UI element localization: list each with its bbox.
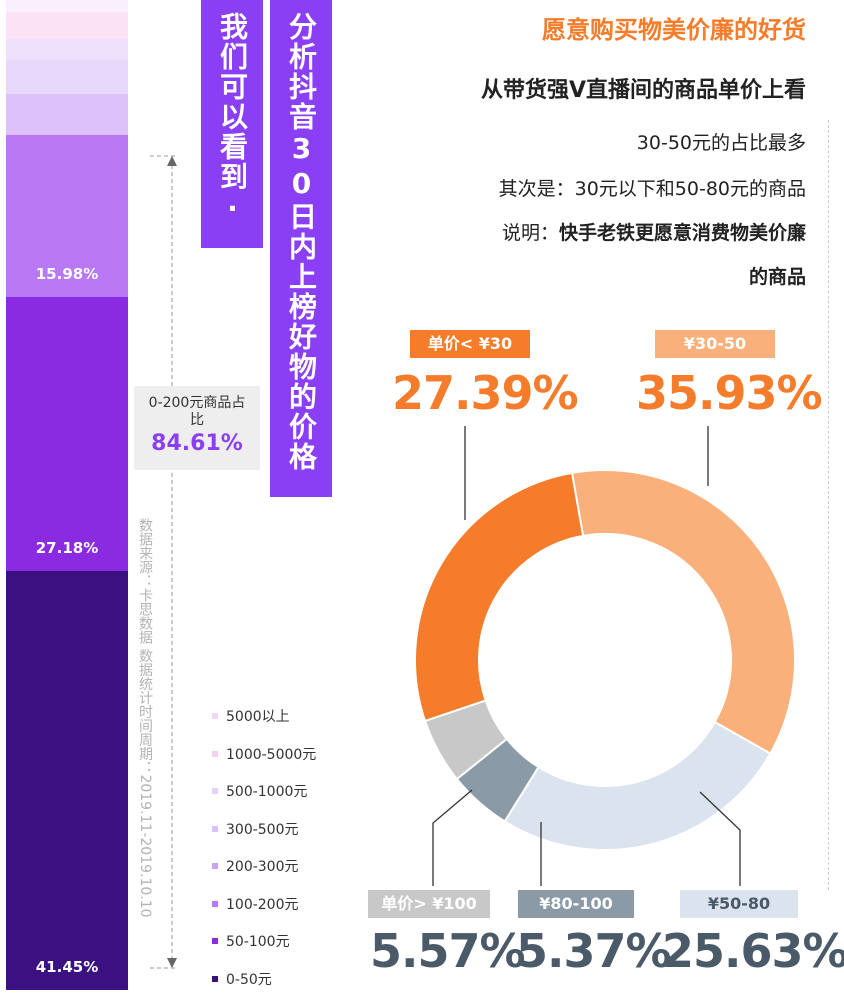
leader-line-over100: [432, 789, 473, 886]
legend-item: 50-100元: [212, 931, 290, 951]
donut-slice-under30: [414, 471, 585, 723]
legend-swatch: [212, 863, 218, 869]
range-bracket: [150, 155, 178, 969]
legend-item: 100-200元: [212, 894, 299, 914]
leader-line-50-80: [699, 791, 741, 886]
legend-swatch: [212, 938, 218, 944]
callout-label-30-50: ¥30-50: [655, 330, 775, 358]
legend-item: 0-50元: [212, 969, 272, 989]
legend-label: 500-1000元: [226, 784, 308, 800]
donut-slice-50-80: [503, 720, 772, 851]
explain-bold: 快手老铁更愿意消费物美价廉: [558, 222, 806, 244]
legend-label: 300-500元: [226, 821, 299, 838]
callout-label-50-80: ¥50-80: [680, 890, 798, 918]
legend-label: 200-300元: [226, 859, 299, 875]
callout-value-over100: 5.57%: [370, 924, 526, 978]
legend-label: 50-100元: [226, 934, 290, 950]
bar-segment-3: [6, 59, 128, 94]
bar-segment-5: [6, 135, 128, 297]
donut-slice-30-50: [570, 469, 796, 755]
legend-item: 500-1000元: [212, 781, 307, 801]
legend-item: 200-300元: [212, 856, 299, 876]
range-summary-box: 0-200元商品占比 84.61%: [134, 386, 260, 470]
note-line-2: 其次是：30元以下和50-80元的商品: [498, 178, 806, 200]
range-summary-label: 0-200元商品占比: [148, 395, 246, 428]
callout-label-80-100: ¥80-100: [518, 890, 634, 918]
banner-analysis-title: 分析抖音30日内上榜好物的价格: [270, 0, 332, 497]
note-line-3: 说明：快手老铁更愿意消费物美价廉: [502, 218, 806, 245]
legend-label: 1000-5000元: [226, 746, 317, 763]
page-title: 愿意购买物美价廉的好货: [542, 16, 806, 44]
callout-value-80-100: 5.37%: [516, 924, 672, 978]
legend-swatch: [212, 750, 218, 757]
legend-label: 0-50元: [226, 971, 272, 988]
bar-segment-label-5: 15.98%: [35, 264, 99, 283]
note-line-1: 30-50元的占比最多: [636, 132, 806, 154]
callout-label-under30: 单价< ¥30: [410, 330, 530, 358]
legend-item: 5000以上: [212, 706, 290, 726]
callout-value-30-50: 35.93%: [636, 366, 823, 420]
callout-label-over100: 单价> ¥100: [368, 890, 490, 918]
callout-value-50-80: 25.63%: [662, 924, 844, 978]
legend-label: 100-200元: [226, 896, 299, 913]
divider-line: [828, 120, 829, 890]
range-summary-value: 84.61%: [151, 431, 243, 456]
bar-segment-label-6: 27.18%: [35, 539, 99, 558]
bar-segment-1: [6, 12, 128, 40]
legend-swatch: [212, 788, 218, 794]
legend-item: 300-500元: [212, 819, 299, 839]
bar-segment-0: [6, 0, 128, 13]
note-line-4: 的商品: [748, 266, 806, 288]
bar-segment-7: [6, 571, 128, 990]
page-subtitle: 从带货强V直播间的商品单价上看: [480, 78, 806, 103]
legend-swatch: [212, 900, 218, 907]
callout-value-under30: 27.39%: [392, 366, 579, 420]
legend-swatch: [212, 825, 218, 832]
explain-prefix: 说明：: [501, 222, 559, 244]
legend-label: 5000以上: [226, 709, 290, 725]
banner-we-can-see: 我们可以看到·: [201, 0, 263, 248]
bar-segment-2: [6, 39, 128, 60]
bar-segment-6: [6, 296, 128, 572]
legend-swatch: [212, 975, 218, 982]
bar-segment-label-7: 41.45%: [35, 958, 99, 976]
legend-item: 1000-5000元: [212, 744, 316, 764]
stacked-price-bar: 15.98% 27.18% 41.45%: [6, 0, 128, 990]
legend-swatch: [212, 713, 218, 719]
data-source-note: 数据来源：卡思数据 数据统计时间周期：2019.11-2019.10.10: [137, 518, 153, 918]
bar-segment-4: [6, 93, 128, 136]
